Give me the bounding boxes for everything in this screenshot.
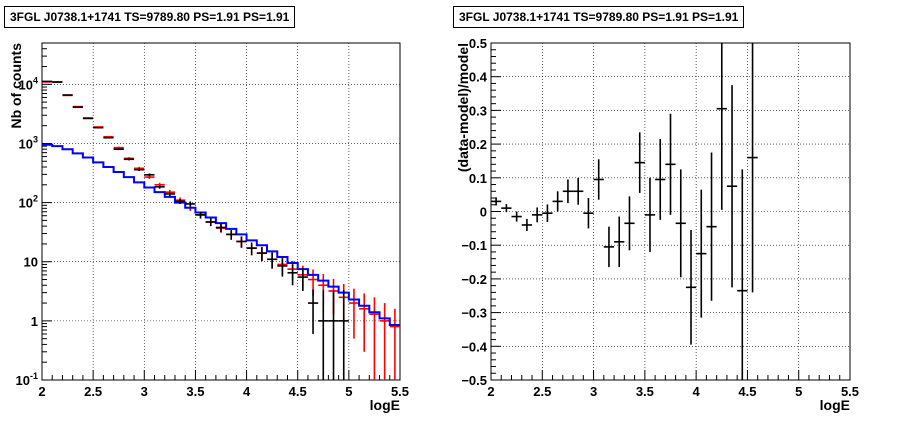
x-axis-label: logE bbox=[820, 397, 850, 413]
y-tick-label: 103 bbox=[19, 134, 38, 151]
x-tick-label: 2 bbox=[487, 384, 494, 399]
x-tick-label: 2.5 bbox=[533, 384, 551, 399]
y-tick-label: 0.2 bbox=[469, 137, 487, 152]
x-tick-label: 3.5 bbox=[636, 384, 654, 399]
x-tick-label: 3.5 bbox=[186, 384, 204, 399]
y-tick-label: 10 bbox=[24, 255, 38, 270]
x-tick-label: 5.5 bbox=[841, 384, 859, 399]
y-tick-label: −0.4 bbox=[461, 339, 487, 354]
y-tick-label: −0.3 bbox=[461, 306, 487, 321]
x-tick-label: 4 bbox=[693, 384, 701, 399]
y-axis-label: (data-model)/model bbox=[455, 43, 471, 172]
x-tick-label: 5 bbox=[795, 384, 802, 399]
x-tick-label: 2.5 bbox=[84, 384, 102, 399]
y-axis-label: Nb of counts bbox=[8, 43, 24, 129]
x-tick-label: 4.5 bbox=[289, 384, 307, 399]
y-tick-label: −0.2 bbox=[461, 272, 487, 287]
x-tick-label: 2 bbox=[38, 384, 45, 399]
x-tick-label: 4 bbox=[243, 384, 251, 399]
plot-frame bbox=[41, 42, 401, 381]
y-tick-label: 0.5 bbox=[469, 36, 487, 51]
y-tick-label: 0.4 bbox=[469, 70, 488, 85]
x-axis-label: logE bbox=[370, 397, 400, 413]
residuals-pad: 2 2.5 3 3.5 4 4.5 5 5.5 −0.5 −0.4 −0.3 −0.2 −0.1 0 0.1… bbox=[449, 0, 898, 421]
y-tick-label: −0.5 bbox=[461, 373, 487, 388]
chart-title: 3FGL J0738.1+1741 TS=9789.80 PS=1.91 PS=… bbox=[4, 6, 296, 28]
y-tick-label: −0.1 bbox=[461, 238, 487, 253]
y-tick-label: 0 bbox=[480, 205, 487, 220]
spectrum-pad: 2 2.5 3 3.5 4 4.5 5 5.5 10-1 1 10 102 103 104 logE Nb o… bbox=[4, 6, 409, 413]
model-step-line bbox=[42, 143, 400, 327]
x-tick-label: 4.5 bbox=[738, 384, 756, 399]
plot-frame bbox=[490, 42, 851, 381]
x-tick-label: 5.5 bbox=[391, 384, 409, 399]
x-tick-label: 5 bbox=[345, 384, 352, 399]
y-tick-label: 102 bbox=[19, 194, 38, 211]
chart-title: 3FGL J0738.1+1741 TS=9789.80 PS=1.91 PS=… bbox=[453, 6, 745, 28]
y-tick-label: 1 bbox=[31, 314, 38, 329]
x-tick-label: 3 bbox=[590, 384, 597, 399]
y-tick-label: 0.1 bbox=[469, 171, 487, 186]
y-tick-label: 10-1 bbox=[16, 371, 38, 388]
residuals-chart: 2 2.5 3 3.5 4 4.5 5 5.5 −0.5 −0.4 −0.3 −0.2 −0.1 0 0.1… bbox=[455, 36, 859, 413]
x-tick-label: 3 bbox=[141, 384, 148, 399]
y-tick-label: 0.3 bbox=[469, 103, 487, 118]
